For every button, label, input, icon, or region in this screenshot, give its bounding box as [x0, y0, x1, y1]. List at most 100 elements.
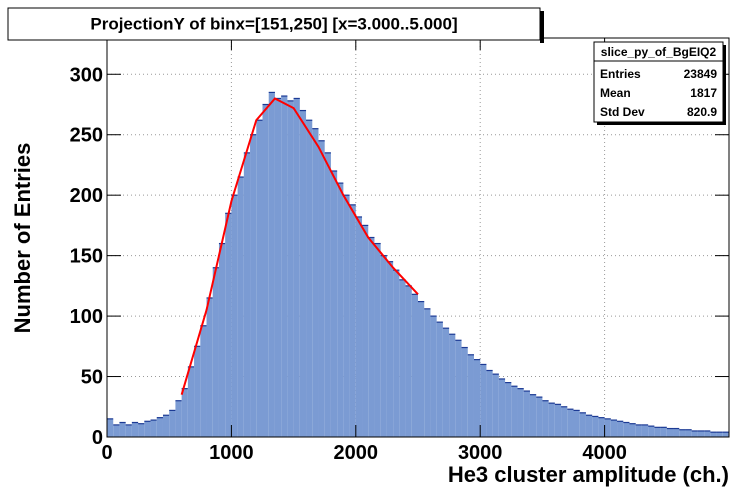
bar [517, 388, 524, 437]
bar [480, 364, 487, 437]
bar [411, 294, 418, 437]
y-tick-label: 300 [70, 64, 103, 86]
bar [399, 279, 406, 437]
bar [554, 404, 562, 437]
bar [274, 98, 282, 438]
bar [685, 429, 692, 437]
y-tick-label: 100 [70, 306, 103, 328]
bar [498, 378, 506, 437]
bar [561, 406, 568, 437]
x-tick-label: 0 [101, 442, 112, 464]
x-tick-label: 2000 [334, 442, 379, 464]
bar [617, 421, 624, 437]
bar [418, 301, 425, 437]
bar [716, 432, 723, 437]
bar [461, 347, 468, 437]
bar [585, 415, 593, 437]
bar [492, 374, 499, 437]
bar [393, 270, 400, 437]
bar [262, 104, 269, 437]
bar [691, 430, 698, 437]
bar [299, 110, 307, 437]
bar [131, 422, 139, 437]
bar [722, 432, 729, 437]
bar [679, 429, 686, 437]
bar [523, 391, 530, 437]
bar [660, 427, 667, 437]
chart-title: ProjectionY of binx=[151,250] [x=3.000..… [90, 14, 457, 33]
bar [573, 410, 580, 437]
bar [318, 140, 325, 438]
stats-title: slice_py_of_BgEIQ2 [601, 45, 717, 59]
bar [536, 397, 543, 437]
stats-value: 1817 [690, 86, 717, 100]
bar [505, 382, 512, 437]
bar [187, 366, 195, 437]
bar [243, 152, 251, 437]
bar [324, 152, 331, 437]
bar [654, 427, 661, 437]
stats-label: Entries [600, 67, 641, 81]
bar [119, 422, 126, 437]
bar [380, 255, 387, 437]
fit-line [180, 97, 419, 395]
bar [604, 418, 611, 437]
bar [268, 92, 275, 437]
bar [455, 340, 462, 437]
bar [449, 334, 456, 437]
bar [206, 297, 213, 437]
bar [349, 204, 356, 437]
stats-label: Mean [600, 86, 631, 100]
bar [486, 370, 493, 437]
title-box [7, 7, 541, 41]
bar [330, 171, 338, 437]
bar [225, 213, 232, 437]
bar [511, 386, 518, 437]
bar [598, 417, 605, 437]
title-shadow [540, 11, 544, 43]
bar [144, 421, 151, 437]
y-tick-label: 50 [81, 367, 103, 389]
bar [156, 417, 163, 437]
bar [666, 428, 674, 437]
bar [237, 177, 244, 437]
x-tick-label: 3000 [458, 442, 503, 464]
bar [579, 412, 586, 437]
bar [405, 285, 412, 437]
stats-value: 23849 [684, 67, 718, 81]
bar [548, 403, 555, 437]
bar [567, 409, 574, 437]
bar [175, 400, 182, 437]
bar [138, 423, 145, 437]
bar [194, 346, 201, 437]
bar [592, 416, 599, 437]
x-tick-label: 1000 [209, 442, 254, 464]
bar [424, 308, 431, 437]
bar [355, 216, 363, 437]
bar [430, 316, 437, 437]
bar [362, 225, 369, 437]
bar [648, 426, 655, 437]
bar [542, 400, 549, 437]
bar [231, 195, 238, 437]
bar [673, 428, 680, 437]
bar [218, 243, 226, 437]
bar [641, 424, 649, 437]
bar [250, 134, 257, 437]
bar [107, 418, 114, 437]
bar [368, 237, 375, 437]
bar [710, 432, 717, 437]
bar [610, 420, 618, 437]
bar [281, 96, 288, 437]
bar [200, 325, 207, 437]
bar [467, 354, 474, 437]
bar [113, 424, 120, 437]
bar [374, 243, 381, 437]
bar [386, 261, 394, 437]
bar [150, 420, 157, 437]
stats-box: slice_py_of_BgEIQ2 Entries 23849 Mean 1817 St… [593, 41, 726, 125]
y-axis-label: Number of Entries [10, 143, 35, 334]
bar [442, 328, 450, 437]
